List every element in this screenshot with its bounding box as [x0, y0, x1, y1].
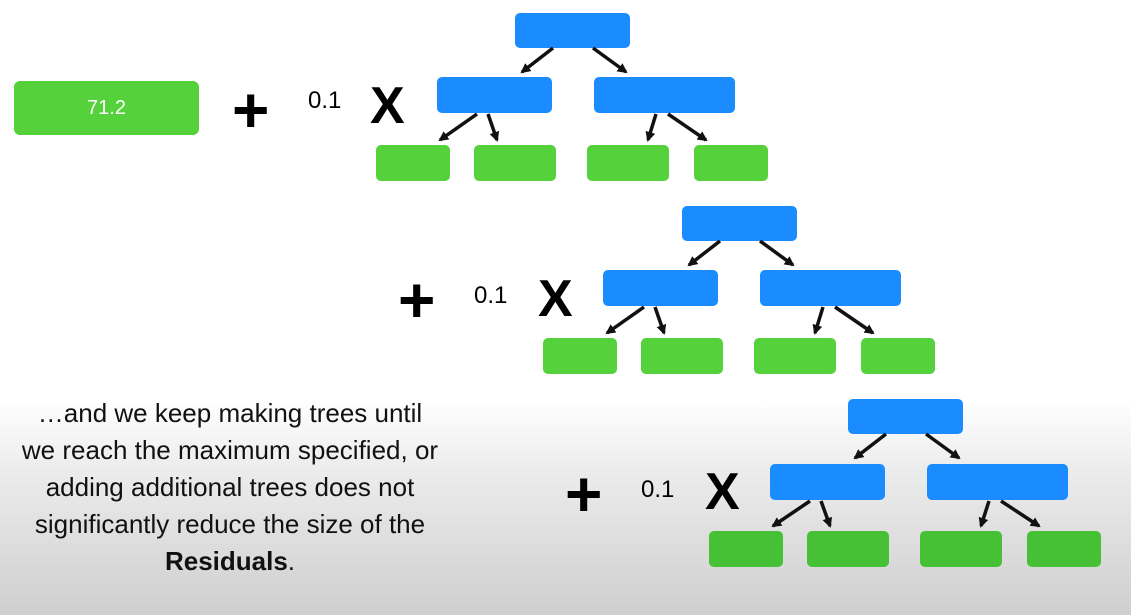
- tree1-leaf-3: [587, 145, 669, 181]
- tree3-left-node: [770, 464, 885, 500]
- tree2-arrow-root-right: [758, 239, 795, 267]
- plus-sign-3: +: [565, 458, 603, 530]
- tree3-leaf-3: [920, 531, 1002, 567]
- tree1-arrow-right-2: [667, 112, 708, 142]
- tree1-root-node: [515, 13, 630, 48]
- learning-rate-2: 0.1: [474, 282, 508, 309]
- multiply-sign-3: X: [705, 463, 740, 521]
- multiply-sign-2: X: [538, 270, 573, 328]
- tree3-arrow-right-1: [978, 500, 991, 528]
- caption-emphasis-residuals: Residuals: [164, 546, 288, 576]
- tree1-arrow-left-2: [486, 113, 500, 142]
- tree3-arrow-left-1: [771, 499, 811, 528]
- tree2-leaf-3: [754, 338, 836, 374]
- tree2-arrow-left-2: [653, 306, 667, 335]
- caption-body: …and we keep making trees until we reach…: [21, 398, 439, 539]
- tree2-arrow-right-2: [834, 305, 875, 335]
- initial-prediction-value: 71.2: [87, 96, 126, 119]
- tree2-arrow-left-1: [605, 305, 646, 335]
- tree3-leaf-2: [807, 531, 889, 567]
- plus-sign-2: +: [398, 264, 436, 336]
- tree2-leaf-4: [861, 338, 935, 374]
- tree1-arrow-left-1: [438, 112, 479, 142]
- tree3-arrow-left-2: [819, 500, 832, 528]
- learning-rate-1: 0.1: [308, 87, 342, 114]
- tree3-leaf-1: [709, 531, 783, 567]
- multiply-sign-1: X: [370, 77, 405, 135]
- tree1-leaf-1: [376, 145, 450, 181]
- tree1-leaf-2: [474, 145, 556, 181]
- tree1-left-node: [437, 77, 552, 113]
- tree2-arrow-right-1: [812, 306, 825, 335]
- tree2-right-node: [760, 270, 901, 306]
- tree3-arrow-root-left: [853, 432, 888, 460]
- tree2-leaf-2: [641, 338, 723, 374]
- tree3-arrow-root-right: [924, 432, 961, 460]
- tree1-arrow-root-left: [520, 46, 555, 74]
- plus-sign-1: +: [232, 74, 270, 146]
- tree2-root-node: [682, 206, 797, 241]
- tree3-arrow-right-2: [1000, 499, 1041, 528]
- tree3-right-node: [927, 464, 1068, 500]
- tree1-arrow-right-1: [645, 113, 658, 142]
- caption-period: .: [287, 546, 296, 576]
- tree2-leaf-1: [543, 338, 617, 374]
- learning-rate-3: 0.1: [641, 476, 675, 503]
- tree1-leaf-4: [694, 145, 768, 181]
- tree2-left-node: [603, 270, 718, 306]
- initial-prediction-leaf: 71.2: [14, 81, 199, 135]
- tree3-root-node: [848, 399, 963, 434]
- tree1-right-node: [594, 77, 735, 113]
- tree3-leaf-4: [1027, 531, 1101, 567]
- tree1-arrow-root-right: [591, 46, 628, 74]
- tree2-arrow-root-left: [687, 239, 722, 267]
- caption-text: …and we keep making trees until we reach…: [20, 395, 440, 580]
